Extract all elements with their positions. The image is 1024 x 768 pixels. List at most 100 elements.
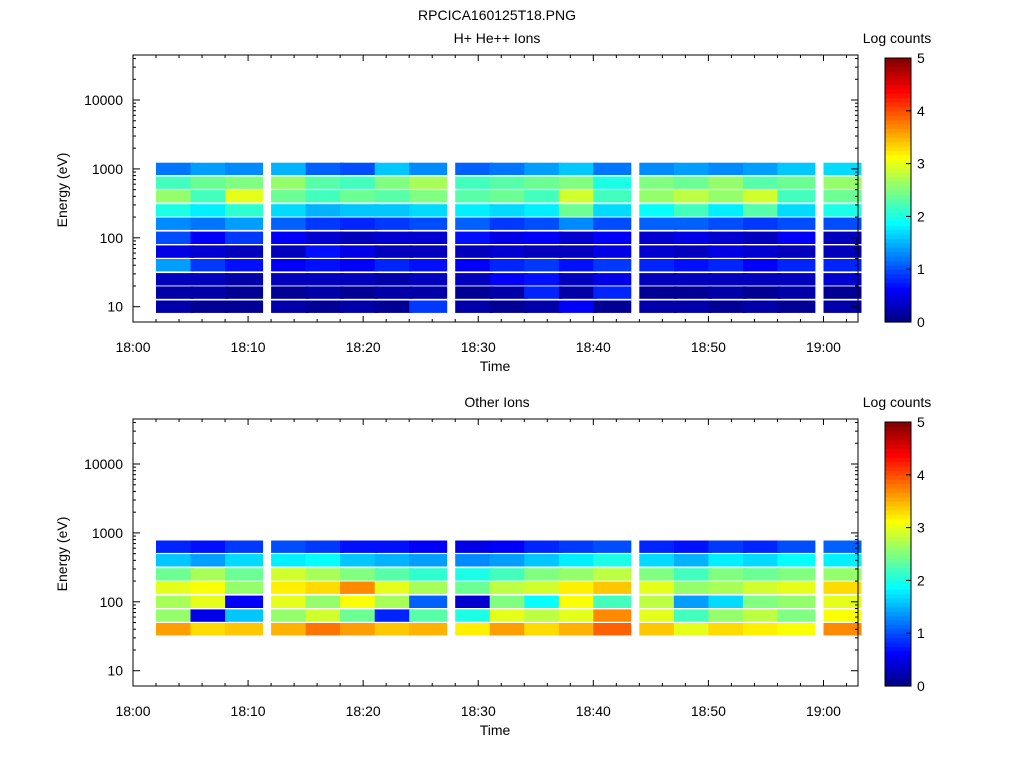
colorbar: 0 1 2 3 4 5 [884,50,925,330]
heatmap-cell [823,190,862,203]
heatmap-cell [673,554,712,567]
colorbar-segment [885,220,911,226]
heatmap-cell [225,176,264,189]
y-axis-label: Energy (eV) [54,517,70,592]
heatmap-cell [271,286,310,299]
colorbar-segment [885,119,911,125]
heatmap-cell [340,217,379,230]
heatmap-cell [409,540,448,553]
heatmap-cell [305,554,344,567]
heatmap-cell [524,273,563,286]
heatmap-cell [271,540,310,553]
heatmap-cell [742,259,781,272]
heatmap-cell [190,568,229,581]
colorbar-segment [885,664,911,669]
colorbar-segment [885,242,911,248]
heatmap-cell [593,595,632,608]
heatmap-cell [340,568,379,581]
heatmap-cell [823,231,862,244]
heatmap-cell [489,204,528,217]
heatmap-cell [639,554,678,567]
heatmap-cell [593,609,632,622]
heatmap-cell [156,623,194,636]
heatmap-cell [708,609,747,622]
colorbar-segment [885,278,911,283]
colorbar-segment [885,532,911,537]
heatmap-cell [742,623,781,636]
colorbar-segment [885,295,911,301]
heatmap-cell [305,568,344,581]
heatmap-cell [455,609,494,622]
heatmap-cell [305,231,344,244]
heatmap-cell [593,259,632,272]
heatmap-cell [708,623,747,636]
colorbar-segment [885,598,911,603]
panel-title: H+ He++ Ions [454,30,541,46]
heatmap-cell [489,190,528,203]
heatmap-cell [455,190,494,203]
heatmap-cell [190,245,229,258]
heatmap-cell [190,231,229,244]
colorbar-segment [885,317,911,323]
heatmap-cell [455,568,494,581]
colorbar-segment [885,593,911,599]
heatmap-cell [777,162,816,176]
heatmap-cell [156,540,194,553]
panel-h-he-ions: H+ He++ Ions Log counts Energy (eV) Time… [54,30,931,374]
colorbar-segment [885,549,911,555]
heatmap-cell [409,623,448,636]
heatmap-cell [742,540,781,553]
heatmap-cell [340,300,379,313]
colorbar-segment [885,518,911,524]
heatmap-cell [271,176,310,189]
heatmap-cell [305,540,344,553]
heatmap-cell [489,286,528,299]
heatmap-cell [190,609,229,622]
heatmap-cell [305,259,344,272]
colorbar-segment [885,137,911,143]
heatmap-cell [409,568,448,581]
heatmap-cell [455,595,494,608]
heatmap-cell [742,568,781,581]
colorbar-segment [885,435,911,441]
x-tick-label: 18:40 [576,703,611,719]
heatmap-cell [558,554,597,567]
heatmap-cell [593,540,632,553]
heatmap-cell [558,623,597,636]
heatmap-cell [340,540,379,553]
colorbar-segment [885,282,911,288]
colorbar-segment [885,527,911,533]
heatmap-cell [673,190,712,203]
heatmap-cell [156,204,194,217]
colorbar-tick-label: 0 [917,314,925,330]
colorbar-segment [885,198,911,204]
heatmap-cell [225,595,264,608]
colorbar-segment [885,300,911,305]
colorbar-segment [885,584,911,590]
heatmap-cell [374,540,413,553]
colorbar-segment [885,128,911,134]
heatmap-cell [409,231,448,244]
colorbar-frame [884,421,912,687]
heatmap-cell [673,623,712,636]
colorbar-tick-label: 4 [917,103,925,119]
heatmap-cell [639,300,678,313]
heatmap-cell [455,581,494,594]
heatmap-cell [409,595,448,608]
colorbar-segment [885,422,911,427]
colorbar-segment [885,234,911,239]
colorbar-segment [885,168,911,173]
heatmap-cell [708,204,747,217]
heatmap-cell [639,286,678,299]
heatmap-cell [455,623,494,636]
colorbar-tick-label: 5 [917,50,925,66]
colorbar-segment [885,229,911,235]
x-tick-label: 18:00 [115,703,150,719]
colorbar-segment [885,452,911,458]
figure-title: RPCICA160125T18.PNG [418,7,576,23]
heatmap-cell [225,273,264,286]
colorbar-segment [885,628,911,634]
heatmap-cell [558,595,597,608]
colorbar-segment [885,576,911,581]
heatmap-cell [374,190,413,203]
